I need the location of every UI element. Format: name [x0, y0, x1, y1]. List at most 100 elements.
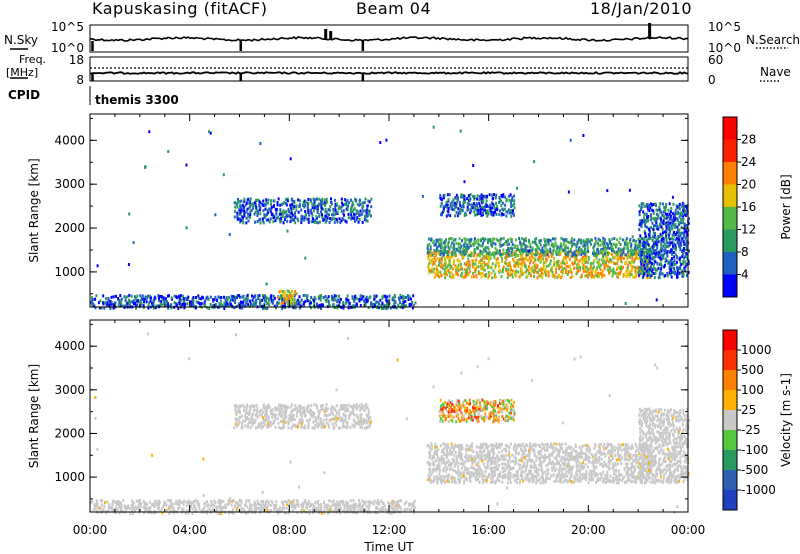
echo-cell [596, 275, 599, 278]
echo-cell [447, 269, 450, 272]
echo-cell [373, 294, 376, 298]
echo-cell [485, 209, 487, 213]
echo-cell [431, 269, 434, 273]
echo-cell [493, 206, 496, 210]
echo-cell [325, 421, 328, 425]
echo-cell [256, 220, 259, 224]
echo-cell [336, 306, 339, 310]
echo-cell [626, 266, 629, 270]
echo-cell [502, 267, 504, 271]
echo-cell [672, 251, 675, 254]
nsky-label: N.Sky [4, 33, 38, 47]
echo-cell [192, 298, 195, 302]
echo-cell [678, 228, 681, 232]
echo-cell [289, 417, 292, 421]
echo-cell [314, 424, 317, 427]
echo-cell [457, 249, 460, 253]
echo-cell [603, 273, 606, 277]
echo-cell [472, 164, 475, 167]
echo-cell [241, 421, 244, 425]
echo-cell [480, 238, 483, 242]
echo-cell [543, 456, 546, 460]
echo-cell [302, 410, 305, 414]
echo-cell [429, 247, 432, 251]
echo-cell [641, 241, 644, 245]
echo-cell [573, 449, 576, 453]
echo-cell [480, 193, 483, 197]
echo-cell [611, 479, 614, 483]
echo-cell [457, 468, 460, 472]
echo-cell [340, 403, 343, 407]
echo-cell [607, 246, 610, 250]
echo-cell [326, 414, 329, 418]
echo-cell [583, 252, 586, 256]
echo-cell [519, 249, 522, 252]
echo-cell [606, 264, 609, 268]
echo-cell [562, 243, 565, 247]
echo-cell [349, 410, 352, 414]
echo-cell [642, 202, 645, 206]
echo-cell [240, 219, 243, 222]
echo-cell [556, 251, 559, 255]
echo-cell [184, 302, 187, 306]
echo-cell [440, 249, 443, 253]
echo-cell [661, 213, 664, 217]
echo-cell [495, 465, 498, 469]
echo-cell [365, 426, 368, 430]
echo-cell [584, 455, 587, 459]
echo-cell [245, 297, 248, 301]
echo-cell [488, 453, 491, 457]
echo-cell [522, 248, 525, 252]
echo-cell [510, 208, 513, 212]
echo-cell [157, 294, 160, 298]
echo-cell [234, 296, 237, 299]
echo-cell [401, 306, 404, 310]
echo-cell [304, 256, 307, 260]
echo-cell [160, 295, 163, 298]
echo-cell [437, 448, 440, 452]
echo-cell [438, 472, 441, 476]
echo-cell [544, 260, 547, 264]
echo-cell [520, 268, 523, 272]
echo-cell [674, 232, 677, 236]
echo-cell [297, 421, 300, 425]
echo-cell [517, 451, 520, 455]
echo-cell [633, 275, 636, 279]
echo-cell [342, 407, 345, 411]
echo-cell [361, 420, 364, 424]
echo-cell [606, 479, 609, 483]
echo-cell [291, 216, 294, 220]
echo-cell [682, 221, 684, 225]
echo-cell [545, 257, 547, 261]
echo-cell [275, 407, 278, 411]
echo-cell [608, 238, 611, 242]
echo-cell [603, 267, 606, 271]
echo-cell [534, 464, 537, 468]
echo-cell [457, 474, 460, 477]
echo-cell [500, 442, 503, 446]
echo-cell [544, 453, 546, 457]
echo-cell [293, 418, 296, 421]
echo-cell [521, 252, 524, 256]
echo-cell [680, 221, 682, 225]
echo-cell [656, 208, 659, 212]
echo-cell [303, 205, 306, 209]
echo-cell [159, 302, 162, 306]
echo-cell [512, 447, 515, 451]
echo-cell [448, 274, 451, 278]
echo-cell [464, 252, 467, 256]
echo-cell [479, 261, 482, 265]
echo-cell [499, 242, 501, 246]
echo-cell [615, 481, 618, 485]
echo-cell [605, 475, 608, 479]
echo-cell [273, 421, 276, 425]
echo-cell [345, 297, 348, 301]
echo-cell [567, 190, 570, 194]
echo-cell [297, 425, 299, 429]
echo-cell [247, 212, 250, 216]
echo-cell [287, 289, 290, 293]
echo-cell [491, 252, 494, 256]
echo-cell [540, 461, 543, 465]
echo-cell [579, 266, 582, 269]
echo-cell [578, 248, 580, 252]
